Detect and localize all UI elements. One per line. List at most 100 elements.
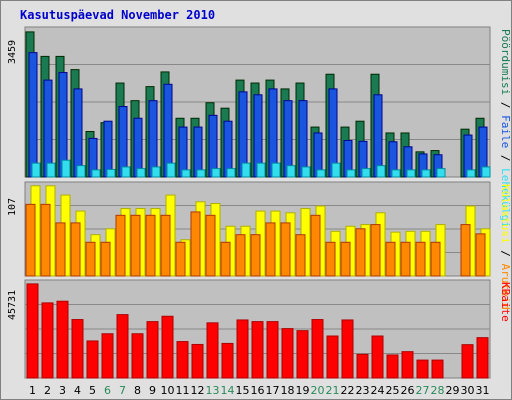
bar-lehek-lgi-2 <box>46 162 56 178</box>
bar-kbaite-7 <box>116 314 129 379</box>
bar-lehek-lgi-21 <box>331 162 341 178</box>
bar-kbaite-14 <box>221 342 234 379</box>
bar-kbaite-25 <box>386 354 399 379</box>
bar-kbaite-30 <box>461 344 474 379</box>
bar-aruteid-27 <box>415 241 426 277</box>
bar-kbaite-21 <box>326 335 339 379</box>
bar-kbaite-20 <box>311 319 324 379</box>
x-tick-label-31: 31 <box>476 384 490 397</box>
bar-kbaite-4 <box>71 319 84 379</box>
x-tick-label-27: 27 <box>416 384 430 397</box>
x-tick-label-2: 2 <box>44 384 51 397</box>
bar-aruteid-15 <box>235 234 246 277</box>
bar-aruteid-21 <box>325 241 336 277</box>
bar-faile-1 <box>28 52 38 178</box>
x-tick-label-12: 12 <box>191 384 205 397</box>
bar-kbaite-17 <box>266 321 279 379</box>
bar-kbaite-12 <box>191 343 204 379</box>
x-tick-label-9: 9 <box>149 384 156 397</box>
bar-aruteid-9 <box>145 214 156 277</box>
bar-faile-19 <box>298 100 308 178</box>
bar-kbaite-27 <box>416 359 429 379</box>
x-tick-label-7: 7 <box>119 384 126 397</box>
bar-lehek-lgi-25 <box>391 169 401 178</box>
x-tick-label-21: 21 <box>326 384 340 397</box>
bar-aruteid-20 <box>310 214 321 277</box>
bar-lehek-lgi-5 <box>91 169 101 178</box>
legend-p-rdumisi: Pöördumisi <box>499 29 512 95</box>
bar-aruteid-12 <box>190 211 201 277</box>
x-tick-label-15: 15 <box>236 384 250 397</box>
bar-lehek-lgi-22 <box>346 169 356 178</box>
bar-lehek-lgi-20 <box>316 169 326 178</box>
bar-aruteid-22 <box>340 241 351 277</box>
bar-aruteid-31 <box>475 233 486 277</box>
chart-title: Kasutuspäevad November 2010 <box>20 8 216 22</box>
x-tick-label-10: 10 <box>161 384 175 397</box>
bar-aruteid-26 <box>400 241 411 277</box>
x-tick-label-29: 29 <box>446 384 460 397</box>
bar-lehek-lgi-13 <box>211 168 221 178</box>
bar-aruteid-16 <box>250 234 261 277</box>
x-tick-label-24: 24 <box>371 384 385 397</box>
bar-kbaite-6 <box>101 333 114 379</box>
x-tick-label-8: 8 <box>134 384 141 397</box>
bar-kbaite-3 <box>56 300 69 379</box>
bar-kbaite-18 <box>281 328 294 379</box>
x-tick-label-4: 4 <box>74 384 81 397</box>
bar-kbaite-19 <box>296 330 309 379</box>
bar-kbaite-8 <box>131 333 144 379</box>
bar-kbaite-11 <box>176 341 189 379</box>
bar-lehek-lgi-17 <box>271 162 281 178</box>
bar-kbaite-23 <box>356 353 369 379</box>
bar-faile-9 <box>148 100 158 178</box>
x-tick-label-22: 22 <box>341 384 355 397</box>
bar-faile-7 <box>118 106 128 178</box>
bar-aruteid-6 <box>100 241 111 277</box>
bar-aruteid-13 <box>205 214 216 277</box>
bar-kbaite-22 <box>341 319 354 379</box>
bar-lehek-lgi-18 <box>286 165 296 178</box>
bar-faile-13 <box>208 114 218 178</box>
bar-kbaite-1 <box>26 283 39 379</box>
bar-kbaite-28 <box>431 359 444 379</box>
bar-kbaite-2 <box>41 302 54 379</box>
bar-faile-2 <box>43 79 53 178</box>
x-tick-label-11: 11 <box>176 384 190 397</box>
bar-lehek-lgi-24 <box>376 165 386 178</box>
bar-lehek-lgi-11 <box>181 169 191 178</box>
y-max-tick-label: 45731 <box>7 290 18 320</box>
bar-faile-6 <box>103 120 113 178</box>
bar-lehek-lgi-23 <box>361 168 371 178</box>
x-tick-label-28: 28 <box>431 384 445 397</box>
bar-lehek-lgi-7 <box>121 166 131 178</box>
x-tick-label-3: 3 <box>59 384 66 397</box>
bar-lehek-lgi-10 <box>166 162 176 178</box>
legend-kbaite: KBaite <box>499 282 512 322</box>
x-tick-label-1: 1 <box>29 384 36 397</box>
bar-lehek-lgi-16 <box>256 162 266 178</box>
bar-lehek-lgi-27 <box>421 169 431 178</box>
legend-separator: / <box>499 148 512 168</box>
bar-aruteid-28 <box>430 241 441 277</box>
bar-lehek-lgi-1 <box>31 162 41 178</box>
x-tick-label-13: 13 <box>206 384 220 397</box>
bar-aruteid-17 <box>265 222 276 277</box>
bar-kbaite-24 <box>371 335 384 379</box>
x-tick-label-16: 16 <box>251 384 265 397</box>
bar-kbaite-5 <box>86 340 99 379</box>
legend-separator: / <box>499 244 512 264</box>
bar-aruteid-18 <box>280 222 291 277</box>
bar-aruteid-5 <box>85 241 96 277</box>
bar-aruteid-19 <box>295 234 306 277</box>
legend-k-lastusi: Külastusi <box>499 184 512 244</box>
bar-lehek-lgi-9 <box>151 166 161 178</box>
bar-lehek-lgi-6 <box>106 168 116 178</box>
bar-kbaite-26 <box>401 351 414 379</box>
bar-aruteid-4 <box>70 222 81 277</box>
bar-aruteid-11 <box>175 241 186 277</box>
bar-kbaite-10 <box>161 315 174 379</box>
right-axis-legend: Külastusi / Aruteid <box>499 184 512 310</box>
bar-aruteid-2 <box>40 203 51 277</box>
bar-kbaite-9 <box>146 321 159 379</box>
